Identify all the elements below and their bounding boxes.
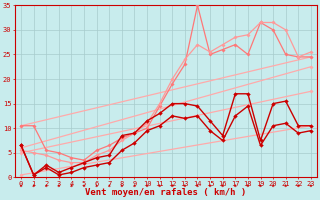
X-axis label: Vent moyen/en rafales ( km/h ): Vent moyen/en rafales ( km/h ) [85, 188, 247, 197]
